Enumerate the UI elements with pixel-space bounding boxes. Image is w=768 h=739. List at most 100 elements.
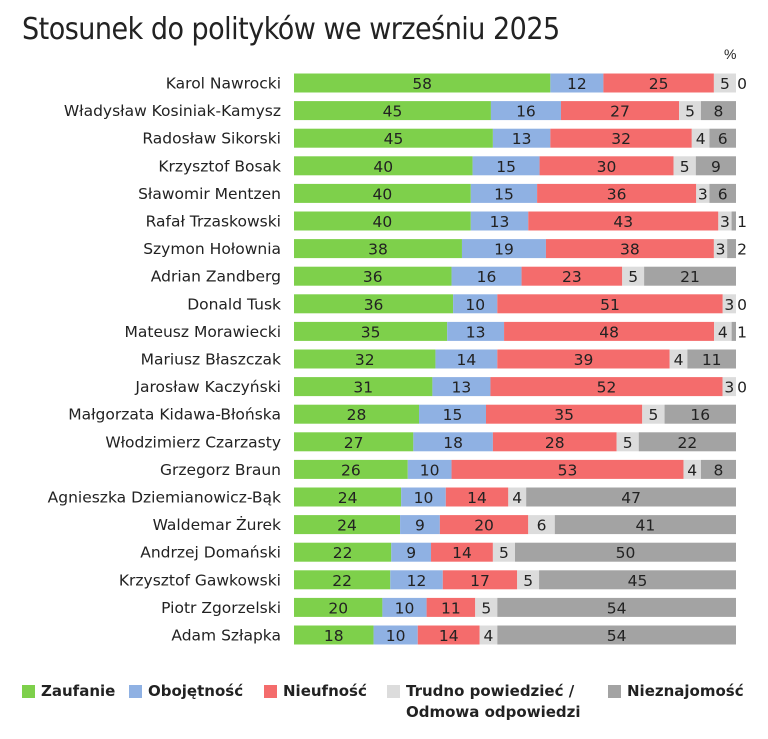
data-label-trudno: 5: [628, 268, 638, 286]
bar-segment-nieznajomosc: [526, 487, 736, 507]
bar-segment-nieznajomosc: [638, 432, 736, 452]
bar-segment-nieznajomosc: [700, 101, 736, 121]
legend-item-nieufnosc: Nieufność: [264, 681, 367, 702]
bar-segment-obojetnosc: [382, 597, 427, 617]
data-label-obojetnosc: 12: [567, 75, 587, 93]
legend-label-line2: Odmowa odpowiedzi: [406, 703, 581, 721]
bar-segment-trudno: [528, 515, 555, 535]
data-label-trudno: 5: [499, 544, 509, 562]
data-label-trudno: 3: [698, 185, 708, 203]
bar-segment-nieznajomosc: [515, 542, 736, 562]
data-label-obojetnosc: 15: [494, 185, 514, 203]
bar-segment-obojetnosc: [453, 294, 498, 314]
bar-segment-nieufnosc: [497, 294, 723, 314]
bar-segment-nieufnosc: [445, 487, 509, 507]
data-label-obojetnosc: 16: [516, 103, 536, 121]
bar-segment-nieznajomosc: [554, 515, 736, 535]
category-label: Jarosław Kaczyński: [134, 378, 281, 396]
data-label-nieznajomosc: 6: [718, 130, 728, 148]
data-label-zaufanie: 36: [364, 296, 384, 314]
bar-segment-zaufanie: [294, 211, 471, 231]
legend: Zaufanie Obojętność Nieufność Trudno powied…: [22, 681, 762, 731]
data-label-nieufnosc: 32: [611, 130, 631, 148]
legend-label: Obojętność: [148, 682, 244, 700]
data-label-zaufanie: 36: [363, 268, 383, 286]
bar-segment-nieufnosc: [426, 597, 476, 617]
data-label-zaufanie: 22: [332, 572, 352, 590]
bar-segment-trudno: [713, 73, 736, 93]
bar-segment-trudno: [669, 349, 688, 369]
chart-title: Stosunek do polityków we wrześniu 2025: [22, 12, 560, 47]
bar-segment-zaufanie: [294, 101, 491, 121]
bar-segment-obojetnosc: [400, 515, 440, 535]
category-label: Mateusz Morawiecki: [125, 323, 282, 341]
bar-segment-nieufnosc: [490, 377, 723, 397]
data-label-zaufanie: 20: [328, 599, 348, 617]
bar-segment-trudno: [722, 377, 736, 397]
bar-segment-nieufnosc: [485, 404, 643, 424]
data-label-nieufnosc: 23: [562, 268, 582, 286]
data-label-obojetnosc: 13: [466, 323, 486, 341]
bar-segment-nieufnosc: [537, 183, 697, 203]
data-label-nieufnosc: 28: [545, 434, 565, 452]
bar-segment-nieufnosc: [451, 459, 684, 479]
data-label-trudno: 3: [716, 241, 726, 259]
category-label: Andrzej Domański: [140, 544, 281, 562]
bar-segment-nieufnosc: [439, 515, 529, 535]
bar-segment-obojetnosc: [432, 377, 491, 397]
data-label-nieufnosc: 52: [597, 379, 617, 397]
data-label-zaufanie: 45: [383, 103, 403, 121]
data-label-trudno: 3: [724, 379, 734, 397]
legend-item-trudno: Trudno powiedzieć / Odmowa odpowiedzi: [387, 681, 581, 723]
data-label-nieufnosc: 25: [649, 75, 669, 93]
data-label-nieufnosc: 17: [470, 572, 490, 590]
data-label-obojetnosc: 10: [414, 489, 434, 507]
data-label-trudno: 5: [685, 103, 695, 121]
legend-label: Trudno powiedzieć /: [406, 682, 575, 700]
data-label-nieznajomosc: 54: [607, 599, 627, 617]
data-label-zaufanie: 26: [341, 461, 361, 479]
data-label-nieznajomosc: 50: [616, 544, 636, 562]
data-label-nieufnosc: 43: [613, 213, 633, 231]
bar-segment-nieznajomosc: [731, 321, 736, 341]
bar-segment-obojetnosc: [470, 211, 529, 231]
bar-segment-nieufnosc: [497, 349, 670, 369]
bar-segment-zaufanie: [294, 459, 408, 479]
bar-segment-zaufanie: [294, 156, 473, 176]
category-label: Donald Tusk: [187, 295, 281, 313]
data-label-nieznajomosc: 47: [621, 489, 641, 507]
bar-segment-trudno: [718, 211, 732, 231]
data-label-nieufnosc: 14: [439, 627, 459, 645]
data-label-zaufanie: 45: [384, 130, 404, 148]
bar-segment-trudno: [616, 432, 639, 452]
category-label: Adam Szłapka: [171, 627, 281, 645]
legend-label: Nieznajomość: [627, 682, 744, 700]
data-label-trudno: 5: [481, 599, 491, 617]
data-label-trudno: 5: [623, 434, 633, 452]
bar-segment-nieznajomosc: [709, 128, 736, 148]
category-label: Agnieszka Dziemianowicz-Bąk: [48, 489, 281, 507]
data-label-zaufanie: 27: [344, 434, 364, 452]
unit-label: %: [724, 46, 737, 62]
category-label: Krzysztof Bosak: [158, 157, 281, 175]
bar-segment-nieznajomosc: [709, 183, 736, 203]
data-label-nieufnosc: 53: [558, 461, 578, 479]
data-label-nieznajomosc: 1: [737, 213, 747, 231]
data-label-zaufanie: 24: [338, 489, 358, 507]
data-label-nieufnosc: 38: [620, 241, 640, 259]
data-label-zaufanie: 31: [353, 379, 373, 397]
bar-segment-nieufnosc: [417, 625, 480, 645]
category-label: Szymon Hołownia: [143, 240, 281, 258]
data-label-zaufanie: 32: [355, 351, 375, 369]
data-label-nieufnosc: 36: [607, 185, 627, 203]
data-label-obojetnosc: 9: [406, 544, 416, 562]
bar-segment-nieufnosc: [539, 156, 674, 176]
category-label: Sławomir Mentzen: [138, 185, 281, 203]
bar-segment-obojetnosc: [419, 404, 486, 424]
bar-segment-nieufnosc: [431, 542, 493, 562]
bar-segment-obojetnosc: [470, 183, 538, 203]
data-label-nieufnosc: 51: [600, 296, 620, 314]
category-label: Mariusz Błaszczak: [141, 351, 281, 369]
data-label-obojetnosc: 10: [395, 599, 415, 617]
